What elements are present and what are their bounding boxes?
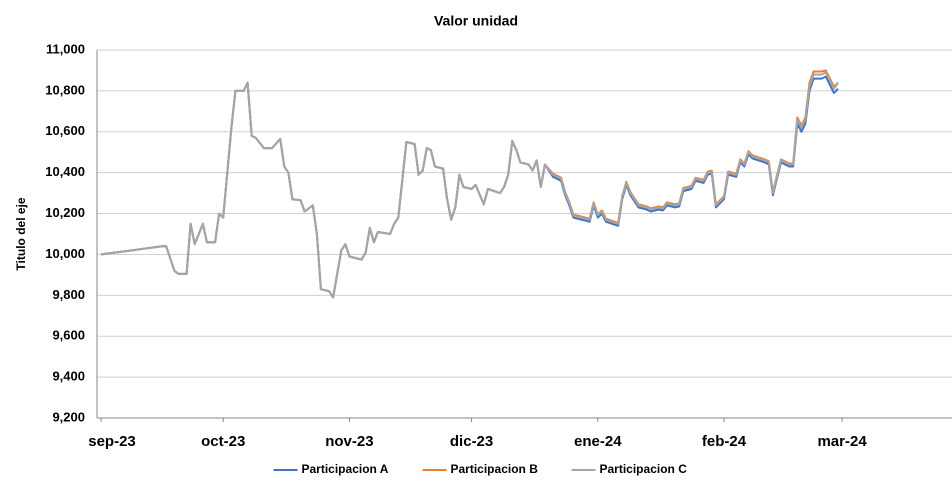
y-tick-label: 10,000: [45, 246, 85, 261]
y-tick-label: 9,400: [52, 369, 85, 384]
x-tick-label: mar-24: [817, 433, 867, 450]
x-tick-label: sep-23: [88, 433, 136, 450]
y-tick-label: 11,000: [46, 41, 85, 56]
y-tick-label: 9,600: [52, 328, 85, 343]
legend-label: Participacion A: [302, 462, 389, 476]
chart-title: Valor unidad: [434, 13, 518, 29]
x-tick-label: nov-23: [325, 433, 373, 450]
y-tick-label: 9,200: [52, 409, 85, 424]
legend-label: Participacion B: [451, 462, 539, 476]
y-tick-label: 9,800: [52, 287, 85, 302]
x-tick-label: oct-23: [201, 433, 245, 450]
series-line: [100, 71, 839, 299]
legend-label: Participacion C: [600, 462, 688, 476]
y-tick-label: 10,600: [45, 123, 85, 138]
y-tick-label: 10,400: [45, 164, 85, 179]
x-tick-label: feb-24: [702, 433, 747, 450]
x-tick-label: dic-23: [450, 433, 493, 450]
x-tick-label: ene-24: [574, 433, 622, 450]
y-tick-label: 10,200: [45, 205, 85, 220]
y-tick-label: 10,800: [45, 82, 85, 97]
y-axis-label: Titulo del eje: [14, 197, 28, 270]
series-line: [100, 75, 839, 299]
